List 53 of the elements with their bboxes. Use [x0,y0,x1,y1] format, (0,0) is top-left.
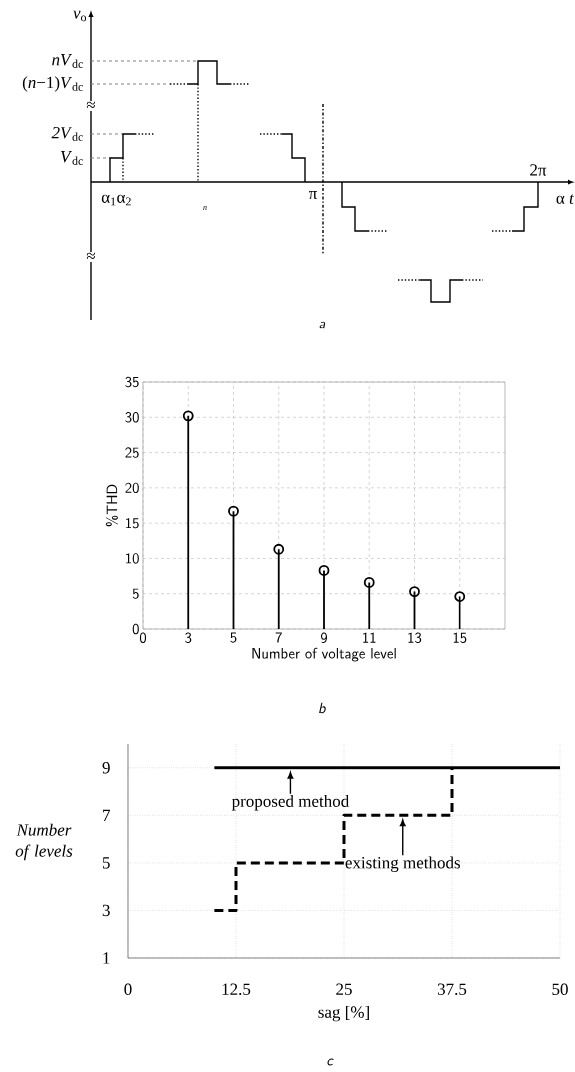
text: v$_{o}$ [73,10,87,22]
y-tick-label: 15 [126,517,139,529]
x-tick-label: 12.5 [222,983,251,996]
x-tick-label: 0 [139,632,147,643]
point [409,586,420,597]
x-tick-label: 11 [363,632,376,643]
text: nV$_{dc}$ [52,54,83,68]
point [182,410,194,422]
y-tick-label: 5 [132,588,139,599]
text: n [203,206,207,210]
text: (n−1)V$_{dc}$ [22,76,83,92]
point [273,543,285,555]
text: π [308,191,318,199]
text: ≈ [86,101,96,108]
x-tick-label: 15 [453,632,467,643]
y-tick-label: 35 [125,376,139,388]
x-tick-label: 25 [336,983,352,995]
y-tick-label: 3 [102,904,110,917]
text: a [319,321,326,329]
x-axis-title: Number of voltage level [252,647,396,662]
y-tick-label: 5 [102,857,110,869]
x-axis-title: sag [%] [318,1005,369,1022]
x-tick-label: 5 [230,632,237,643]
text: 2π [530,164,547,176]
y-tick-label: 25 [125,447,139,458]
x-tick-label: 9 [320,632,328,643]
point [318,565,330,576]
x-tick-label: 13 [408,632,422,643]
text: b [319,702,326,714]
point [228,505,239,517]
text: V$_{dc}$ [60,151,83,165]
x-tick-label: 50 [552,983,568,995]
point [454,591,466,602]
text: 2V$_{dc}$ [51,127,83,141]
y-tick-label: 20 [125,482,139,494]
y-axis-title: %THD [105,484,118,527]
y-tick-label: 1 [103,952,110,964]
x-tick-label: 37.5 [437,983,467,996]
annotation: existing methods [345,856,460,872]
point [363,577,375,588]
x-tick-label: 3 [185,632,192,643]
annotation: proposed method [231,794,350,811]
y-axis-title: Number of levels [15,823,73,861]
y-tick-label: 7 [103,809,110,821]
y-tick-label: 10 [126,553,139,564]
text: α t [556,194,575,204]
x-tick-label: 7 [275,632,282,643]
y-tick-label: 9 [102,762,110,774]
y-tick-label: 30 [125,412,139,423]
y-tick-label: 0 [132,623,139,635]
text: c [327,1058,334,1066]
text: ≈ [86,252,96,259]
text: α$_{1}$α$_{2}$ [101,194,131,206]
